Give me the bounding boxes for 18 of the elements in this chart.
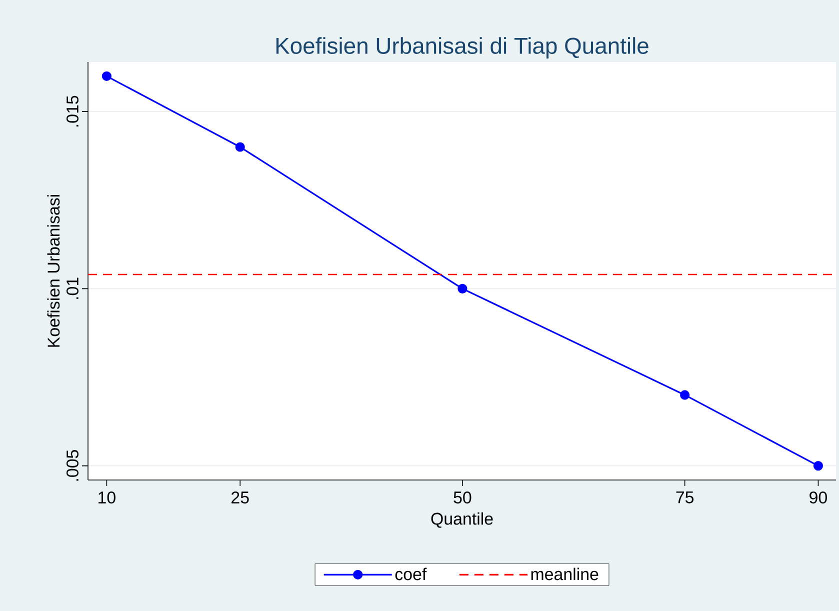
legend-label: coef bbox=[395, 568, 427, 580]
y-tick-label: .005 bbox=[66, 450, 78, 481]
x-tick-label: 75 bbox=[676, 492, 694, 504]
x-tick-label: 25 bbox=[232, 492, 249, 504]
point bbox=[680, 390, 690, 400]
point bbox=[458, 284, 468, 294]
x-tick-label: 50 bbox=[454, 492, 472, 504]
x-tick-label: 10 bbox=[98, 492, 116, 504]
y-tick-label: .015 bbox=[66, 96, 78, 127]
point bbox=[813, 461, 824, 471]
point bbox=[235, 142, 245, 152]
x-axis-title: Quantile bbox=[431, 512, 493, 528]
point bbox=[102, 71, 112, 81]
y-tick-label: .01 bbox=[66, 278, 78, 299]
x-tick-label: 90 bbox=[810, 492, 827, 504]
chart-title: Koefisien Urbanisasi di Tiap Quantile bbox=[276, 37, 648, 58]
y-axis-title: Koefisien Urbanisasi bbox=[47, 194, 60, 347]
legend-label: meanline bbox=[531, 568, 598, 580]
